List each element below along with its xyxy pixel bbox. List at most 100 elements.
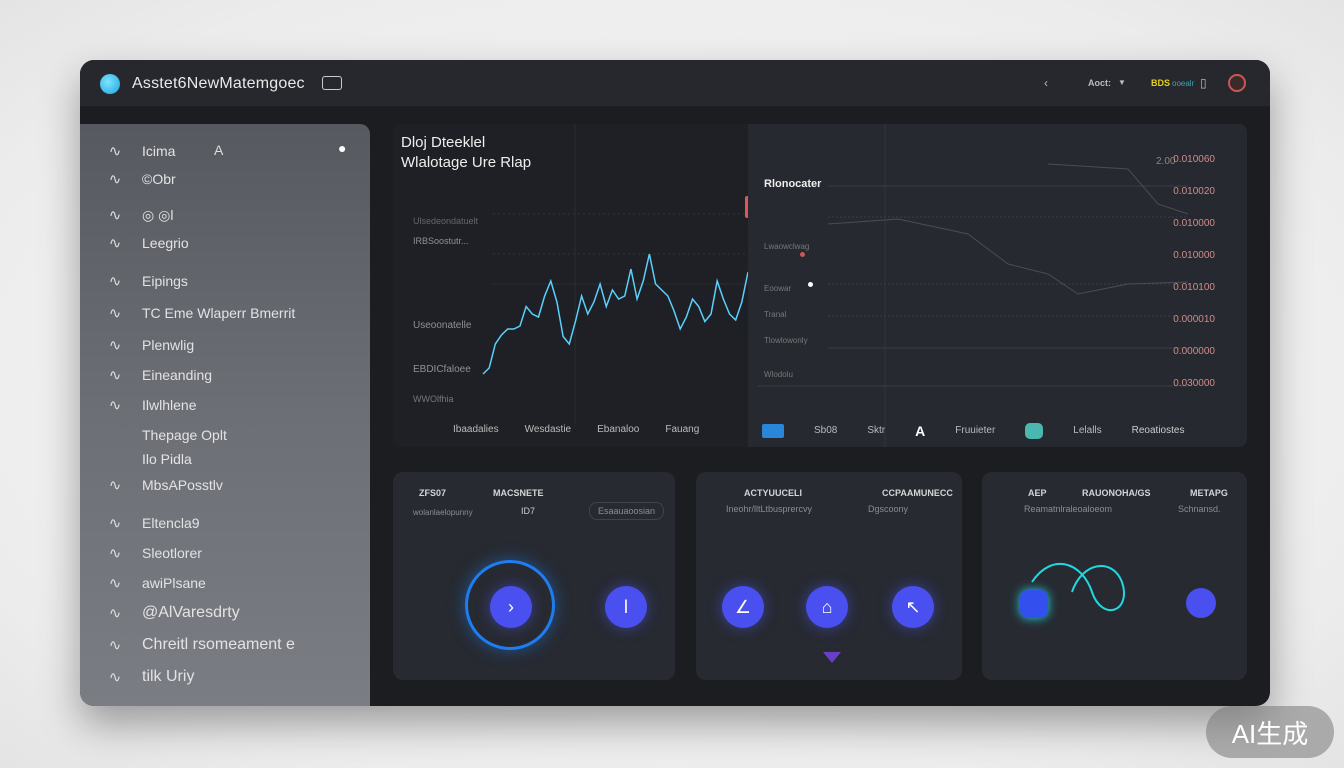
- card-1[interactable]: ZFS07 MACSNETE wolanlaelopunny ID7 Esaau…: [393, 472, 675, 680]
- cross-icon: ∿: [108, 273, 122, 290]
- area-line: [482, 253, 749, 375]
- pin-icon[interactable]: ●: [338, 140, 347, 156]
- sidebar-item[interactable]: ∿ Ilwlhlene: [102, 394, 197, 416]
- tab-1[interactable]: Ibaadalies: [453, 424, 499, 435]
- chart-label: Ulsedeondatuelt: [413, 216, 479, 226]
- tab-fruuieter[interactable]: Fruuieter: [955, 425, 996, 436]
- wave-icon: ∿: [108, 143, 122, 160]
- card-title: ZFS07: [419, 488, 447, 498]
- sidebar-item-label: MbsAPosstlv: [142, 477, 223, 493]
- card-title: ACTYUUCELI: [744, 488, 802, 498]
- sidebar-item-label: @AlVaresdrty: [142, 604, 240, 621]
- card-3[interactable]: AEP RAUONOHA/GS METAPG Reamatnlraleoaloe…: [982, 472, 1247, 680]
- axis-tick-label: 0.010000: [1173, 250, 1215, 261]
- triangle-icon: [823, 652, 841, 663]
- account-menu[interactable]: Aoct:: [1088, 78, 1111, 88]
- hook-icon: ∿: [108, 171, 122, 188]
- legend-dot: [800, 252, 805, 257]
- tab-lelalls[interactable]: Lelalls: [1073, 425, 1102, 436]
- sidebar-item-label: awiPlsane: [142, 575, 206, 591]
- sidebar-item-label: Eipings: [142, 273, 188, 289]
- chevron-left-icon[interactable]: ‹: [1044, 76, 1048, 90]
- sidebar-item[interactable]: ∿ Eltencla9: [102, 512, 200, 534]
- sidebar-item[interactable]: ∿ MbsAPosstlv: [102, 474, 223, 496]
- clip-icon: ∿: [108, 235, 122, 252]
- tab-sb08[interactable]: Sb08: [814, 425, 838, 436]
- sidebar-item[interactable]: ∿ awiPlsane: [102, 572, 206, 594]
- sidebar-item[interactable]: ∿ Eipings: [102, 270, 188, 292]
- card-sub: Reamatnlraleoaloeom: [1024, 504, 1113, 514]
- node-icon[interactable]: [1186, 588, 1216, 618]
- sidebar-item[interactable]: ∿ Plenwlig: [102, 334, 194, 356]
- sidebar-item-label: Sleotlorer: [142, 545, 202, 561]
- card-sub: Dgscoony: [868, 504, 909, 514]
- card-title: AEP: [1028, 488, 1047, 498]
- sidebar-item[interactable]: ∿ ◎ ◎l: [102, 204, 174, 226]
- series-line: [1047, 163, 1189, 215]
- sidebar-item-label: tilk Uriy: [142, 668, 195, 685]
- app-icon: [1025, 422, 1044, 439]
- sidebar-item-label: Eineanding: [142, 367, 213, 383]
- sidebar-item-label: TC Eme Wlaperr Bmerrit: [142, 305, 296, 321]
- seven-icon: ∿: [108, 207, 122, 224]
- sidebar-item[interactable]: ∿ @AlVaresdrty: [102, 602, 240, 624]
- sidebar-item[interactable]: ∿ tilk Uriy: [102, 666, 195, 688]
- sidebar-item-label: Thepage Oplt: [142, 427, 227, 443]
- right-chart-panel: Rlonocater Lwaowclwag Eoowar Tranal Tlow…: [748, 124, 1247, 447]
- play-button[interactable]: ›: [490, 586, 532, 628]
- area-fill: [483, 254, 748, 374]
- tab-3[interactable]: Ebanaloo: [597, 424, 640, 435]
- graph-line: [1031, 562, 1125, 612]
- tab-sktr[interactable]: Sktr: [867, 425, 886, 436]
- tab-2[interactable]: Wesdastie: [524, 424, 572, 435]
- edit-button[interactable]: ∠: [722, 586, 764, 628]
- sidebar-item[interactable]: ∿ Eineanding: [102, 364, 212, 386]
- bell-icon[interactable]: ▯: [1200, 76, 1207, 90]
- axis-tick-label: 0.010020: [1173, 186, 1215, 197]
- sidebar-item-label: Plenwlig: [142, 337, 195, 353]
- panel-label: Lwaowclwag: [764, 242, 810, 251]
- sidebar-item[interactable]: ∿ Sleotlorer: [102, 542, 202, 564]
- line-chart: [758, 124, 1189, 447]
- sidebar-item[interactable]: Ilo Pidla: [102, 448, 192, 470]
- sidebar-item[interactable]: ∿ TC Eme Wlaperr Bmerrit: [102, 302, 296, 324]
- header: Asstet6NewMatemgoec ‹ Aoct: ▼ BDS ooealr…: [80, 60, 1270, 106]
- sidebar-item[interactable]: ∿ Icima: [102, 140, 176, 162]
- card-2[interactable]: ACTYUUCELI CCPAAMUNECC Ineohr/lltLtbuspr…: [696, 472, 962, 680]
- axis-tick-label: 0.010100: [1173, 282, 1215, 293]
- center-button[interactable]: ⌂: [806, 586, 848, 628]
- tab-reoatiostes[interactable]: Reoatiostes: [1131, 425, 1185, 436]
- sidebar-item-label: Ilwlhlene: [142, 397, 197, 413]
- screen-icon[interactable]: [322, 76, 342, 90]
- sidebar-item[interactable]: Thepage Oplt: [102, 424, 227, 446]
- card-pill-button[interactable]: Esaauaoosian: [589, 502, 665, 520]
- logo-icon: [100, 74, 120, 94]
- card-sub: wolanlaelopunny: [413, 508, 473, 517]
- chart-label: IRBSoostutr...: [413, 236, 469, 246]
- pill-icon: ∿: [108, 337, 122, 354]
- chevron-down-icon[interactable]: ▼: [1118, 78, 1126, 87]
- sidebar-item[interactable]: ∿ Chreitl rsomeament e: [102, 634, 295, 656]
- panel-label: Eoowar: [764, 284, 792, 293]
- lock-icon[interactable]: [1020, 590, 1048, 618]
- sidebar-item[interactable]: ∿ Leegrio: [102, 232, 189, 254]
- chart-label: WWOlfhia: [413, 394, 454, 404]
- alert-marker: [745, 196, 750, 218]
- watermark: AI生成: [1206, 706, 1334, 758]
- sidebar-item-label: Icima: [142, 143, 176, 159]
- card-title: RAUONOHA/GS: [1082, 488, 1151, 498]
- tab-4[interactable]: Fauang: [665, 424, 700, 435]
- sidebar-item[interactable]: ∿ ©Obr: [102, 168, 176, 190]
- a-icon: A: [214, 142, 224, 158]
- app-title: Asstet6NewMatemgoec: [132, 75, 305, 92]
- panel-label: Tlowlowonly: [764, 336, 808, 345]
- action-button[interactable]: ǀ: [605, 586, 647, 628]
- arrow-button[interactable]: ↖: [892, 586, 934, 628]
- a-icon: A: [915, 422, 926, 439]
- axis-tick-label: 0.030000: [1173, 378, 1215, 389]
- avatar[interactable]: [1228, 74, 1246, 92]
- arch-icon: ∿: [108, 605, 122, 622]
- mail-icon[interactable]: [762, 423, 784, 438]
- arrow-icon: ∿: [108, 575, 122, 592]
- axis-tick-label: 0.010060: [1173, 154, 1215, 165]
